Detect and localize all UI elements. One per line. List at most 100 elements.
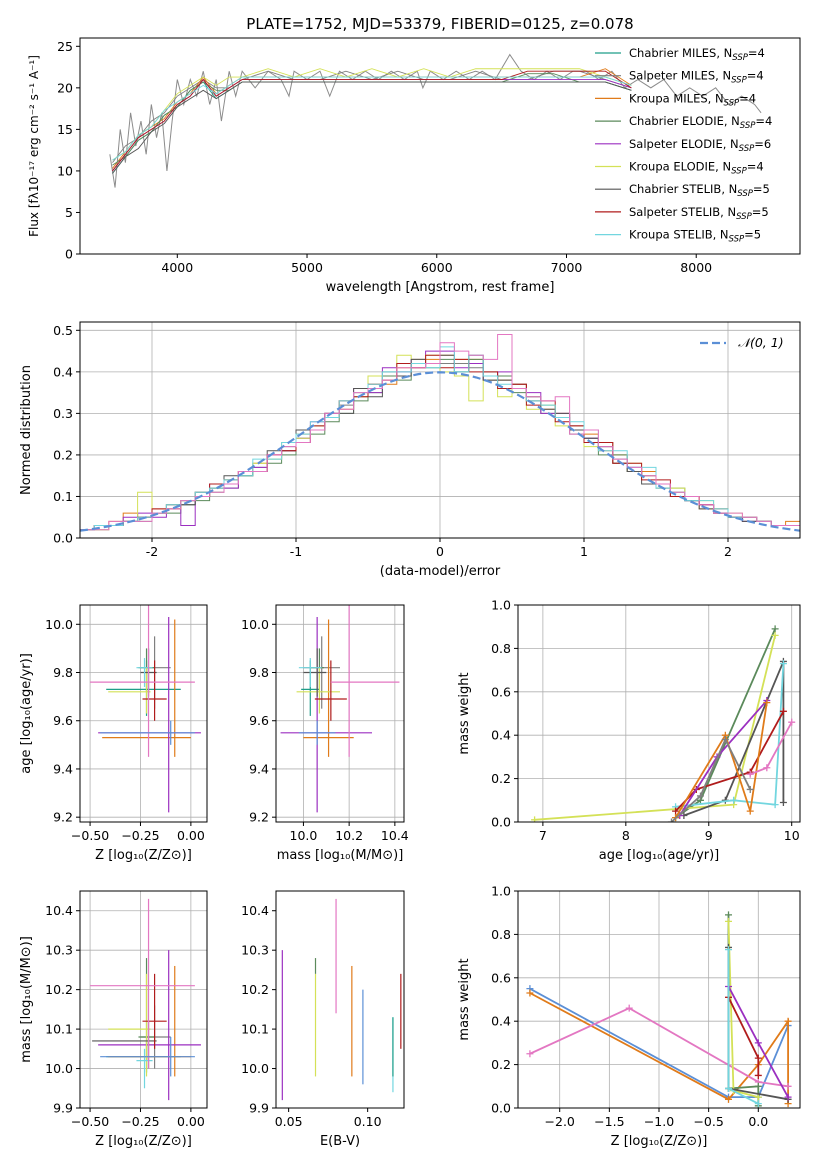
legend-label-main: Salpeter MILES, N — [629, 69, 731, 83]
x-tick-label: 5000 — [291, 260, 323, 275]
weight-point-marker — [725, 946, 733, 954]
weight-point-marker — [763, 764, 771, 772]
y-tick-label: 0.6 — [491, 684, 511, 699]
histogram-step-line — [80, 333, 800, 538]
x-tick-label: 0 — [436, 544, 444, 559]
x-tick-label: -1 — [290, 544, 302, 559]
weight-series-line — [678, 699, 768, 816]
weight-point-marker — [746, 785, 754, 793]
weight-point-marker — [788, 718, 796, 726]
weight-point-marker — [754, 1093, 762, 1101]
weight-point-marker — [754, 1054, 762, 1062]
legend-label-sub: SSP — [729, 235, 745, 245]
weight-series-line — [534, 635, 776, 821]
weight-point-marker — [784, 1093, 792, 1101]
weight-point-marker — [771, 625, 779, 633]
x-axis-label: age [log₁₀(age/yr)] — [599, 848, 720, 863]
x-tick-label: -2 — [146, 544, 158, 559]
x-tick-label: −1.0 — [644, 1114, 674, 1129]
weight-vs-age-panel: 7 8 9 10 0.0 0.2 0.4 0.6 0.8 1.0 age [log₁₀(age/yr… — [457, 598, 801, 863]
legend-label-sub: SSP — [731, 167, 747, 177]
y-tick-label: 20 — [57, 80, 73, 95]
weight-point-marker — [696, 792, 704, 800]
legend-label-sub: SSP — [724, 98, 740, 108]
x-axis-label: (data-model)/error — [380, 564, 501, 579]
legend-label-sub: SSP — [731, 76, 747, 86]
normal-curve-line — [80, 371, 800, 532]
legend-label: 𝒩(0, 1) — [738, 335, 784, 350]
model-spectrum-line — [112, 68, 632, 161]
x-tick-label: 4000 — [161, 260, 193, 275]
x-tick-label: 7 — [539, 828, 547, 843]
x-tick-label: −0.25 — [121, 1114, 159, 1129]
legend-label: Kroupa ELODIE, NSSP=4 — [629, 160, 764, 177]
model-spectrum-line — [112, 68, 632, 169]
x-axis-label: wavelength [Angstrom, rest frame] — [326, 280, 555, 295]
y-tick-label: 0.6 — [491, 970, 511, 985]
plot-area — [90, 898, 201, 1101]
x-tick-label: 7000 — [551, 260, 583, 275]
legend-label-main: Chabrier ELODIE, N — [629, 114, 740, 128]
y-tick-label: 10.4 — [241, 903, 269, 918]
legend-label-main: Kroupa MILES, N — [629, 91, 724, 105]
legend-label-suffix: =4 — [747, 69, 764, 83]
x-axis-label: Z [log₁₀(Z/Z⊙)] — [95, 1134, 192, 1149]
y-tick-label: 0.1 — [53, 489, 73, 504]
y-tick-label: 10.1 — [241, 1022, 269, 1037]
y-tick-label: 10.2 — [241, 982, 269, 997]
y-tick-label: 10.1 — [45, 1022, 73, 1037]
y-tick-label: 0.0 — [491, 1101, 511, 1116]
plot-area — [526, 911, 792, 1108]
x-tick-label: 2 — [724, 544, 732, 559]
x-tick-label: −0.5 — [693, 1114, 723, 1129]
legend-label-main: Kroupa ELODIE, N — [629, 160, 731, 174]
axes-frame — [79, 604, 208, 823]
axes-frame — [275, 604, 405, 823]
y-tick-label: 0.3 — [53, 406, 73, 421]
y-axis-label: Flux [fλ10⁻¹⁷ erg cm⁻² s⁻¹ A⁻¹] — [27, 55, 41, 237]
y-axis-label: mass weight — [457, 672, 472, 754]
legend-label: Chabrier MILES, NSSP=4 — [629, 46, 765, 63]
weight-point-marker — [771, 801, 779, 809]
x-tick-label: 1 — [580, 544, 588, 559]
age-vs-mass-panel: 10.0 10.2 10.4 9.2 9.4 9.6 9.8 10.0 mass [log₁₀(… — [241, 604, 409, 863]
weight-point-marker — [763, 699, 771, 707]
y-tick-label: 0.2 — [53, 447, 73, 462]
y-tick-label: 10.3 — [241, 943, 269, 958]
y-axis-label: mass [log₁₀(M/M⊙)] — [19, 936, 34, 1063]
weight-point-marker — [784, 1082, 792, 1090]
x-tick-label: 0.00 — [177, 828, 205, 843]
weight-series-line — [675, 628, 776, 819]
x-tick-label: 9 — [705, 828, 713, 843]
x-tick-label: 10.0 — [290, 828, 318, 843]
y-tick-label: 9.4 — [249, 761, 269, 776]
legend-label: Kroupa STELIB, NSSP=5 — [629, 228, 761, 245]
x-axis-label: Z [log₁₀(Z/Z⊙)] — [611, 1134, 708, 1149]
mass-vs-metallicity-panel: −0.50 −0.25 0.00 9.9 10.0 10.1 10.2 10.3 10.4 Z [… — [19, 890, 208, 1149]
y-axis-label: mass weight — [457, 958, 472, 1040]
y-tick-label: 0.5 — [53, 323, 73, 338]
y-tick-label: 10.0 — [241, 617, 269, 632]
legend-label-sub: SSP — [739, 144, 755, 154]
model-spectrum-line — [112, 81, 632, 174]
y-tick-label: 9.8 — [249, 665, 269, 680]
x-tick-label: −1.5 — [594, 1114, 624, 1129]
legend-label: Salpeter ELODIE, NSSP=6 — [629, 137, 771, 154]
legend-label-main: Chabrier STELIB, N — [629, 182, 737, 196]
plot-area — [531, 625, 796, 822]
x-tick-label: 10.4 — [381, 828, 409, 843]
y-axis-label: Normed distribution — [19, 365, 34, 495]
model-spectrum-line — [112, 76, 632, 161]
age-vs-metallicity-panel: −0.50 −0.25 0.00 9.2 9.4 9.6 9.8 10.0 Z [log₁₀(Z… — [19, 604, 208, 863]
weight-point-marker — [779, 798, 787, 806]
x-tick-label: −0.50 — [71, 1114, 109, 1129]
y-tick-label: 10.2 — [45, 982, 73, 997]
x-tick-label: 0.00 — [177, 1114, 205, 1129]
axes-frame — [79, 890, 208, 1109]
plot-area — [281, 898, 402, 1101]
y-tick-label: 9.4 — [53, 761, 73, 776]
legend-label-suffix: =4 — [755, 114, 772, 128]
weight-point-marker — [526, 989, 534, 997]
weight-series-line — [529, 987, 789, 1099]
legend-label-suffix: =4 — [747, 160, 764, 174]
